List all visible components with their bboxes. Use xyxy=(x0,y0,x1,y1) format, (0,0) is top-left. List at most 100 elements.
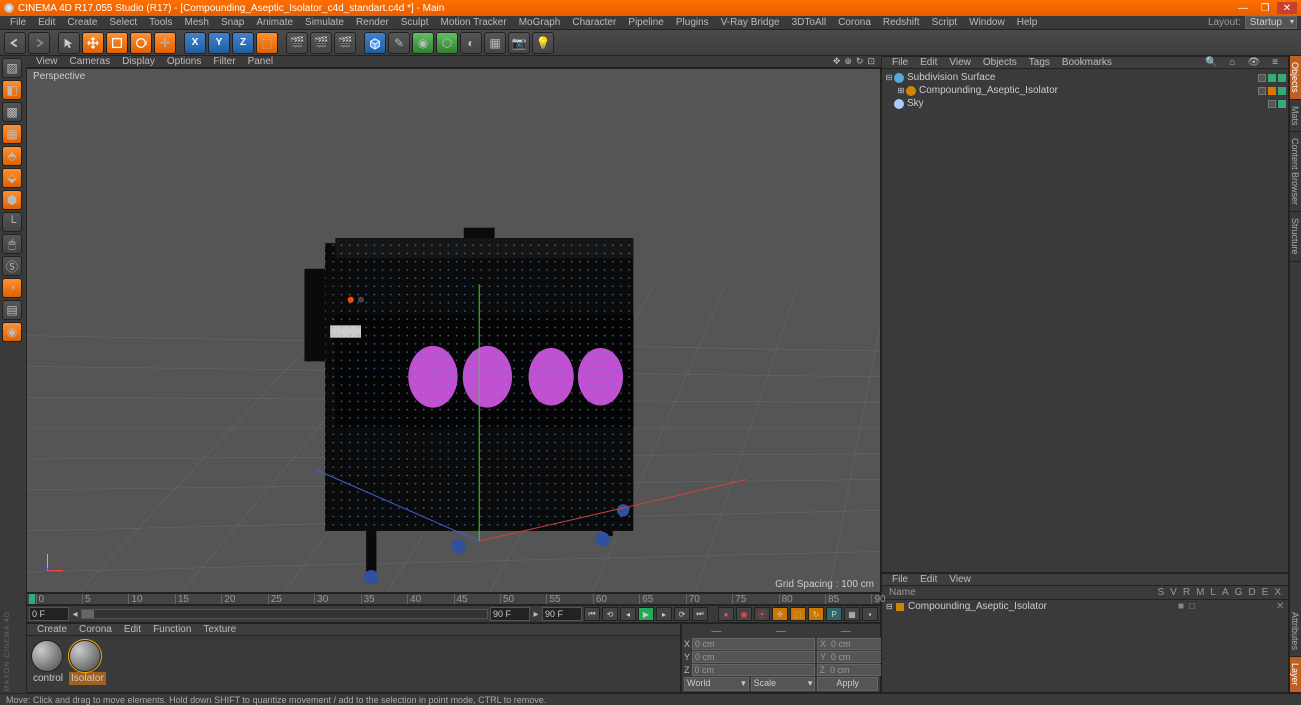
side-tab-objects[interactable]: Objects xyxy=(1290,56,1301,100)
mat-menu-corona[interactable]: Corona xyxy=(73,624,118,635)
obj-list-icon[interactable]: ≡ xyxy=(1266,57,1284,68)
menu-character[interactable]: Character xyxy=(566,17,622,28)
light-button[interactable]: 💡 xyxy=(532,32,554,54)
make-editable-button[interactable]: ▨ xyxy=(2,58,22,78)
cube-primitive-button[interactable] xyxy=(364,32,386,54)
menu-simulate[interactable]: Simulate xyxy=(299,17,350,28)
maximize-button[interactable]: ❐ xyxy=(1255,2,1275,14)
menu-snap[interactable]: Snap xyxy=(215,17,250,28)
vp-menu-view[interactable]: View xyxy=(30,56,64,67)
menu-edit[interactable]: Edit xyxy=(32,17,61,28)
object-tree-item[interactable]: Sky xyxy=(884,97,1286,110)
point-mode-button[interactable]: ⬘ xyxy=(2,146,22,166)
vp-menu-display[interactable]: Display xyxy=(116,56,161,67)
edge-mode-button[interactable]: ⬙ xyxy=(2,168,22,188)
menu-sculpt[interactable]: Sculpt xyxy=(395,17,435,28)
attr-menu-view[interactable]: View xyxy=(943,574,977,585)
menu-redshift[interactable]: Redshift xyxy=(877,17,926,28)
menu-3dtoall[interactable]: 3DToAll xyxy=(786,17,832,28)
layout-dropdown[interactable]: Startup xyxy=(1245,16,1297,29)
select-tool[interactable] xyxy=(58,32,80,54)
obj-menu-objects[interactable]: Objects xyxy=(977,57,1023,68)
snap-button[interactable]: Ⓢ xyxy=(2,256,22,276)
frame-slider[interactable] xyxy=(81,609,488,619)
keyframe-sel-button[interactable]: ⦿ xyxy=(754,607,770,621)
vp-menu-cameras[interactable]: Cameras xyxy=(64,56,117,67)
menu-create[interactable]: Create xyxy=(61,17,103,28)
viewport-nav-icons[interactable]: ✥⊕↻⊡ xyxy=(831,56,877,67)
menu-tools[interactable]: Tools xyxy=(143,17,178,28)
axis-button[interactable]: └ xyxy=(2,212,22,232)
key-options-button[interactable]: ▪ xyxy=(862,607,878,621)
pen-tool-button[interactable]: ✎ xyxy=(388,32,410,54)
locked-button[interactable]: ◉ xyxy=(2,322,22,342)
side-tab-structure[interactable]: Structure xyxy=(1290,212,1301,262)
menu-select[interactable]: Select xyxy=(103,17,143,28)
side-tab-mats[interactable]: Mats xyxy=(1290,100,1301,133)
end-frame-slider-field[interactable] xyxy=(490,607,530,621)
menu-render[interactable]: Render xyxy=(350,17,395,28)
menu-script[interactable]: Script xyxy=(926,17,964,28)
obj-menu-edit[interactable]: Edit xyxy=(914,57,943,68)
object-tree-item[interactable]: ⊟Subdivision Surface xyxy=(884,71,1286,84)
mat-menu-texture[interactable]: Texture xyxy=(197,624,242,635)
soft-select-button[interactable]: ◔ xyxy=(2,278,22,298)
workplane-button[interactable]: ▦ xyxy=(2,124,22,144)
menu-help[interactable]: Help xyxy=(1011,17,1044,28)
obj-menu-bookmarks[interactable]: Bookmarks xyxy=(1056,57,1118,68)
next-frame-button[interactable]: ▸ xyxy=(656,607,672,621)
prev-frame-button[interactable]: ◂ xyxy=(620,607,636,621)
obj-view-icon[interactable]: 👁 xyxy=(1241,57,1266,68)
record-button[interactable]: ● xyxy=(718,607,734,621)
menu-animate[interactable]: Animate xyxy=(250,17,299,28)
tweak-button[interactable]: 🖱 xyxy=(2,234,22,254)
lasso-tool[interactable]: ✛ xyxy=(154,32,176,54)
material-item[interactable]: Isolator xyxy=(69,640,106,685)
side-tab-layer[interactable]: Layer xyxy=(1290,657,1301,693)
start-frame-field[interactable] xyxy=(29,607,69,621)
coord-apply-button[interactable]: Apply xyxy=(817,677,878,691)
coord-world-dropdown[interactable]: World xyxy=(684,677,749,691)
scale-tool[interactable] xyxy=(106,32,128,54)
environment-button[interactable]: ▦ xyxy=(484,32,506,54)
scale-key-button[interactable]: ⬚ xyxy=(790,607,806,621)
menu-window[interactable]: Window xyxy=(963,17,1011,28)
menu-vray[interactable]: V-Ray Bridge xyxy=(715,17,786,28)
menu-plugins[interactable]: Plugins xyxy=(670,17,715,28)
close-button[interactable]: ✕ xyxy=(1277,2,1297,14)
attr-menu-edit[interactable]: Edit xyxy=(914,574,943,585)
pos-key-button[interactable]: ✛ xyxy=(772,607,788,621)
menu-pipeline[interactable]: Pipeline xyxy=(622,17,670,28)
object-tree-item[interactable]: ⊞Compounding_Aseptic_Isolator xyxy=(884,84,1286,97)
rot-key-button[interactable]: ↻ xyxy=(808,607,824,621)
menu-file[interactable]: File xyxy=(4,17,32,28)
obj-menu-file[interactable]: File xyxy=(886,57,914,68)
material-item[interactable]: control xyxy=(31,640,65,685)
attr-menu-file[interactable]: File xyxy=(886,574,914,585)
obj-search-icon[interactable]: 🔍 xyxy=(1199,57,1223,68)
viewport-solo-button[interactable]: ▤ xyxy=(2,300,22,320)
render-region-button[interactable]: 🎬 xyxy=(310,32,332,54)
render-view-button[interactable]: 🎬 xyxy=(286,32,308,54)
coord-system-button[interactable]: ⬚ xyxy=(256,32,278,54)
goto-end-button[interactable]: ⏭ xyxy=(692,607,708,621)
redo-button[interactable] xyxy=(28,32,50,54)
pla-key-button[interactable]: ▦ xyxy=(844,607,860,621)
z-axis-button[interactable]: Z xyxy=(232,32,254,54)
undo-button[interactable] xyxy=(4,32,26,54)
subdivision-button[interactable]: ◉ xyxy=(412,32,434,54)
autokey-button[interactable]: ◉ xyxy=(736,607,752,621)
coord-scale-dropdown[interactable]: Scale xyxy=(751,677,816,691)
timeline-ruler[interactable]: 051015202530354045505560657075808590 xyxy=(26,593,881,605)
model-mode-button[interactable]: ◧ xyxy=(2,80,22,100)
next-key-button[interactable]: ⟳ xyxy=(674,607,690,621)
play-button[interactable]: ▶ xyxy=(638,607,654,621)
vp-menu-filter[interactable]: Filter xyxy=(207,56,241,67)
side-tab-attributes[interactable]: Attributes xyxy=(1290,606,1301,657)
obj-menu-view[interactable]: View xyxy=(943,57,977,68)
mat-menu-edit[interactable]: Edit xyxy=(118,624,147,635)
menu-corona[interactable]: Corona xyxy=(832,17,877,28)
texture-mode-button[interactable]: ▩ xyxy=(2,102,22,122)
obj-menu-tags[interactable]: Tags xyxy=(1023,57,1056,68)
rotate-tool[interactable] xyxy=(130,32,152,54)
